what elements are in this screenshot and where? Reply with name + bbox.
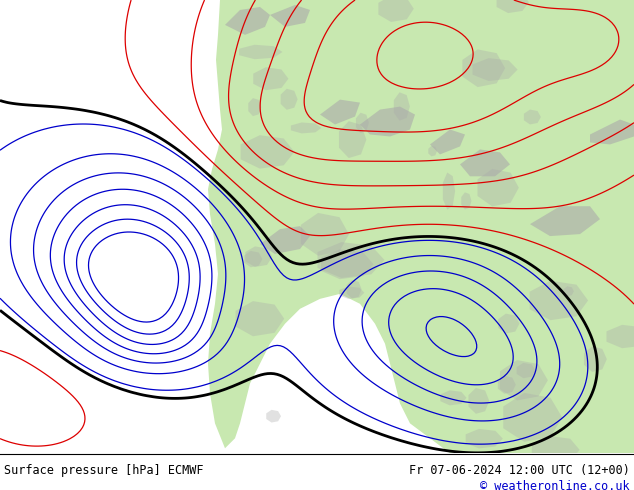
Polygon shape <box>532 436 579 464</box>
Polygon shape <box>301 213 349 256</box>
Polygon shape <box>321 249 373 279</box>
Polygon shape <box>360 107 415 137</box>
Text: 1024: 1024 <box>365 181 387 191</box>
Polygon shape <box>465 429 503 448</box>
Polygon shape <box>498 376 516 394</box>
Text: 992: 992 <box>88 295 107 315</box>
Polygon shape <box>245 246 273 267</box>
Text: 992: 992 <box>88 295 107 315</box>
Text: 1000: 1000 <box>72 306 94 329</box>
Polygon shape <box>477 169 519 206</box>
Text: 1004: 1004 <box>505 304 527 327</box>
Text: 1000: 1000 <box>421 364 446 383</box>
Text: 1024: 1024 <box>365 181 387 191</box>
Polygon shape <box>496 0 529 13</box>
Polygon shape <box>378 0 414 22</box>
Polygon shape <box>462 49 505 87</box>
Text: 1032: 1032 <box>510 88 534 107</box>
Polygon shape <box>208 0 634 453</box>
Text: 1004: 1004 <box>505 304 527 327</box>
Polygon shape <box>529 281 588 320</box>
Polygon shape <box>460 149 510 176</box>
Text: 988: 988 <box>108 302 127 319</box>
Text: 1032: 1032 <box>510 88 534 107</box>
Text: 1016: 1016 <box>52 377 75 398</box>
Text: 1028: 1028 <box>567 105 592 122</box>
Polygon shape <box>320 99 360 124</box>
Polygon shape <box>318 242 385 278</box>
Text: 1012: 1012 <box>14 311 37 333</box>
Polygon shape <box>430 129 465 154</box>
Text: 1012: 1012 <box>292 353 314 376</box>
Polygon shape <box>241 135 294 169</box>
Text: 1008: 1008 <box>32 299 54 322</box>
Polygon shape <box>500 360 548 400</box>
Text: 1000: 1000 <box>421 364 446 383</box>
Polygon shape <box>441 391 467 405</box>
Polygon shape <box>462 192 472 209</box>
Text: 996: 996 <box>83 304 101 322</box>
Polygon shape <box>249 98 261 116</box>
Text: 1016: 1016 <box>52 377 75 398</box>
Polygon shape <box>590 120 634 145</box>
Polygon shape <box>498 314 519 334</box>
Text: 1020: 1020 <box>456 202 480 212</box>
Text: 1004: 1004 <box>67 317 90 339</box>
Text: 1008: 1008 <box>373 381 398 401</box>
Polygon shape <box>239 45 283 59</box>
Polygon shape <box>225 7 270 35</box>
Text: 1036: 1036 <box>430 78 455 94</box>
Text: 988: 988 <box>108 302 127 319</box>
Polygon shape <box>469 388 489 414</box>
Polygon shape <box>339 121 366 158</box>
Text: 1028: 1028 <box>567 105 592 122</box>
Polygon shape <box>291 122 321 133</box>
Text: 1004: 1004 <box>67 317 90 339</box>
Polygon shape <box>472 58 517 81</box>
Polygon shape <box>429 146 437 156</box>
Polygon shape <box>584 346 607 372</box>
Text: 996: 996 <box>457 318 476 337</box>
Text: Fr 07-06-2024 12:00 UTC (12+00): Fr 07-06-2024 12:00 UTC (12+00) <box>409 464 630 477</box>
Polygon shape <box>266 410 281 422</box>
Polygon shape <box>270 5 310 27</box>
Polygon shape <box>236 301 284 336</box>
Text: 1036: 1036 <box>430 78 455 94</box>
Polygon shape <box>260 226 310 254</box>
Text: © weatheronline.co.uk: © weatheronline.co.uk <box>481 480 630 490</box>
Text: Surface pressure [hPa] ECMWF: Surface pressure [hPa] ECMWF <box>4 464 204 477</box>
Text: 1016: 1016 <box>228 175 250 198</box>
Polygon shape <box>281 89 297 110</box>
Polygon shape <box>503 393 562 442</box>
Polygon shape <box>244 251 262 268</box>
Polygon shape <box>347 280 361 298</box>
Polygon shape <box>607 325 634 348</box>
Text: 1016: 1016 <box>228 175 250 198</box>
Text: 996: 996 <box>457 318 476 337</box>
Polygon shape <box>524 110 541 124</box>
Text: 1000: 1000 <box>185 216 206 240</box>
Polygon shape <box>517 363 536 378</box>
Text: 996: 996 <box>159 211 179 228</box>
Text: 1013: 1013 <box>23 327 47 348</box>
Polygon shape <box>339 287 365 299</box>
Text: 1008: 1008 <box>32 299 54 322</box>
Text: 1020: 1020 <box>456 202 480 212</box>
Polygon shape <box>356 113 369 133</box>
Polygon shape <box>564 286 574 296</box>
Polygon shape <box>253 67 288 90</box>
Text: 1008: 1008 <box>373 381 398 401</box>
Polygon shape <box>443 172 455 210</box>
Polygon shape <box>530 206 600 236</box>
Polygon shape <box>394 92 410 121</box>
